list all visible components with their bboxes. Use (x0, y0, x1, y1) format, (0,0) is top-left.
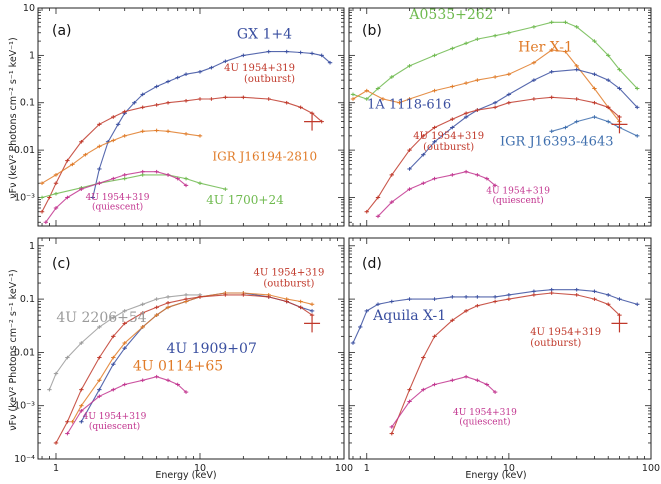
series-line (48, 294, 200, 390)
series-label: 4U 1954+319 (quiescent) (453, 408, 517, 428)
panel-letter: (a) (52, 23, 72, 39)
series-label: 4U 1954+319 (outburst) (224, 63, 295, 85)
series-label: 4U 1909+07 (167, 341, 257, 357)
y-tick-label: 1 (29, 50, 35, 61)
y-tick-label: 1 (29, 241, 35, 252)
series-label: 4U 1700+24 (206, 193, 284, 207)
series-label: Her X-1 (518, 40, 573, 56)
series-label: 4U 1954+319 (quiescent) (486, 186, 550, 206)
series-line (409, 69, 638, 170)
panel-letter: (c) (52, 256, 71, 272)
series-line (66, 376, 187, 434)
y-tick-label: 10⁻³ (14, 192, 35, 203)
y-tick-label: 0.1 (20, 98, 35, 109)
panel-letter: (d) (362, 256, 382, 272)
y-tick-label: 10⁻³ (14, 401, 35, 412)
series-label: GX 1+4 (237, 27, 292, 43)
series-label: 4U 2206+54 (56, 310, 146, 326)
series-label: 4U 1954+319 (outburst) (530, 327, 601, 349)
y-tick-label: 10 (23, 3, 35, 14)
series-line (41, 129, 201, 184)
series-label: 1A 1118-616 (367, 97, 451, 112)
x-tick-label: 1 (364, 463, 370, 474)
x-axis-title-left: Energy (keV) (155, 470, 216, 481)
series-line (45, 171, 187, 223)
plot-frame (37, 7, 345, 227)
plot-frame (37, 237, 345, 460)
series-label: IGR J16194-2810 (212, 150, 317, 164)
y-tick-label: 10⁻⁴ (14, 454, 35, 465)
series-line (41, 174, 226, 199)
series-line (551, 116, 638, 137)
x-tick-label: 100 (642, 463, 660, 474)
y-tick-label: 0.01 (14, 145, 35, 156)
series-label: 4U 1954+319 (outburst) (413, 131, 484, 153)
series-label: IGR J16393-4643 (500, 134, 613, 149)
plot-frame (348, 237, 652, 460)
series-line (352, 49, 620, 122)
y-axis-title-bottom: νFν (keV² Photons cm⁻² s⁻¹ keV⁻¹) (8, 269, 19, 430)
x-tick-label: 10 (503, 463, 515, 474)
series-label: Aquila X-1 (372, 308, 446, 324)
series-label: 4U 1954+319 (quiescent) (86, 193, 150, 213)
y-axis-title-top: νFν (keV² Photons cm⁻² s⁻¹ keV⁻¹) (8, 37, 19, 198)
y-tick-label: 0.01 (14, 347, 35, 358)
series-line (377, 171, 496, 217)
x-tick-label: 10 (194, 463, 206, 474)
series-label: 4U 1954+319 (quiescent) (83, 412, 147, 432)
series-line (71, 292, 313, 422)
series-label: A0535+262 (408, 7, 493, 23)
panel-1: 10 1 0.1 0.01 10⁻³ (a) GX 1+4 4U 1954+319 (outbu… (14, 3, 345, 227)
x-axis-title-right: Energy (keV) (465, 470, 526, 481)
y-tick-label: 0.1 (20, 294, 35, 305)
x-tick-label: 100 (335, 463, 353, 474)
x-tick-label: 1 (53, 463, 59, 474)
panel-letter: (b) (362, 23, 382, 39)
series-label: 4U 1954+319 (outburst) (253, 268, 324, 290)
series-label: 4U 0114+65 (133, 359, 223, 375)
panel-3: 1 0.1 0.01 10⁻³ 10⁻⁴ 1 10 100 (c) 4U 2206+54 4U 19… (14, 237, 353, 474)
panel-2: (b) A0535+262 Her X-1 1A 1118-616 4U 1954+31… (348, 7, 652, 227)
panel-4: 1 10 100 (d) Aquila X-1 4U 1954+319 (outburst)… (348, 237, 660, 474)
